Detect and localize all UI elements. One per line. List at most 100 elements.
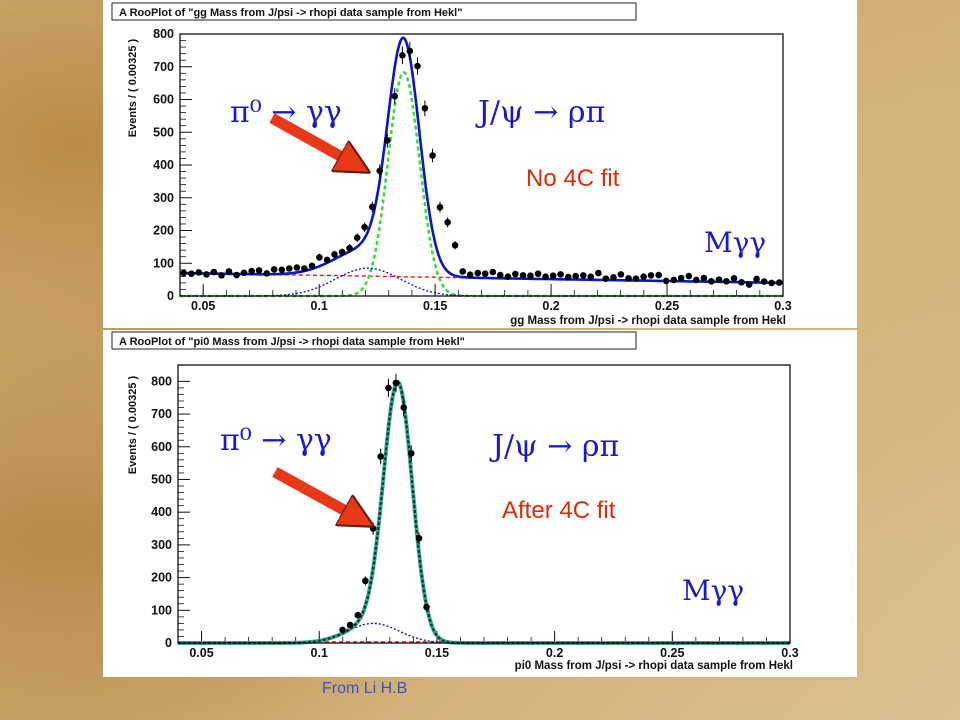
data-point [617, 271, 625, 278]
data-point [625, 275, 632, 282]
y-tick-label: 700 [151, 407, 172, 421]
data-point [632, 275, 640, 282]
y-tick-label: 500 [151, 472, 172, 486]
data-point [391, 92, 399, 100]
data-point [647, 272, 655, 279]
data-point [248, 267, 255, 275]
data-point [368, 203, 376, 211]
data-point [580, 272, 587, 279]
data-point [572, 272, 579, 280]
data-point [677, 274, 685, 282]
data-point [377, 453, 384, 460]
x-tick-label: 0.25 [655, 299, 679, 313]
plot-panel-bottom: A RooPlot of "pi0 Mass from J/psi -> rho… [103, 330, 857, 677]
y-tick-label: 200 [153, 224, 174, 238]
data-point [610, 274, 617, 281]
data-point [496, 271, 504, 279]
data-point [662, 277, 670, 285]
x-axis-label: pi0 Mass from J/psi -> rhopi data sample… [515, 660, 793, 672]
y-tick-label: 300 [153, 191, 174, 205]
data-point [285, 265, 293, 272]
data-point [534, 270, 542, 278]
data-point [225, 268, 233, 275]
data-point [362, 577, 369, 585]
axis-ticks: 0 100 200 300 400 500 600 700 800 0.05 0.1 0.15 0.2 0… [151, 374, 799, 660]
data-point [564, 273, 572, 281]
data-point [353, 234, 361, 242]
data-point [203, 271, 210, 278]
data-point [557, 271, 564, 278]
data-point [775, 279, 783, 286]
data-point [481, 270, 489, 278]
y-axis-label: Events / ( 0.00325 ) [127, 38, 139, 137]
data-point [421, 105, 429, 112]
data-point [323, 256, 331, 264]
data-point [346, 621, 354, 629]
data-point [301, 265, 308, 272]
data-point [354, 611, 362, 619]
data-point [210, 268, 218, 276]
data-point [263, 270, 271, 277]
data-point [444, 219, 451, 226]
data-point [316, 254, 323, 261]
source-credit: From Li H.B [322, 680, 408, 697]
data-point [392, 379, 400, 387]
x-axis-label: gg Mass from J/psi -> rhopi data sample … [510, 315, 786, 327]
arrow-indicator [272, 467, 362, 520]
data-point [346, 244, 353, 252]
fit-status-label: After 4C fit [502, 497, 616, 524]
decay-label-pi0: π⁰ → γγ [230, 95, 342, 130]
data-point [218, 272, 225, 279]
data-point [738, 278, 745, 286]
data-point [331, 251, 338, 258]
data-point [602, 275, 610, 282]
data-point [655, 271, 662, 279]
data-point [723, 277, 730, 285]
y-tick-label: 400 [151, 505, 172, 519]
data-point [542, 273, 549, 280]
x-tick-label: 0.15 [423, 299, 447, 313]
y-tick-label: 500 [153, 125, 174, 139]
data-point [459, 268, 467, 275]
decay-label-jpsi: J/ψ → ρπ [489, 429, 619, 464]
data-point [708, 277, 715, 285]
data-point [512, 270, 519, 278]
data-point [587, 273, 595, 280]
data-point [692, 276, 700, 284]
data-point [338, 248, 346, 256]
title-box [111, 331, 637, 350]
x-tick-label: 0.2 [546, 646, 563, 660]
x-tick-label: 0.25 [660, 646, 684, 660]
data-point [385, 384, 392, 392]
y-tick-label: 700 [153, 60, 174, 74]
data-point [406, 47, 414, 55]
decay-label-pi0: π⁰ → γγ [220, 423, 332, 458]
y-tick-label: 800 [153, 27, 174, 41]
title-box [111, 2, 637, 21]
x-tick-label: 0.05 [189, 646, 213, 660]
y-tick-label: 300 [151, 538, 172, 552]
data-point [466, 271, 474, 279]
decay-label-jpsi: J/ψ → ρπ [475, 95, 605, 130]
x-tick-label: 0.15 [425, 646, 449, 660]
mass-label: Mγγ [682, 574, 744, 607]
data-point [504, 273, 512, 280]
data-point [400, 404, 408, 411]
data-point [640, 273, 647, 280]
data-point [240, 269, 248, 277]
data-point [700, 274, 708, 282]
x-tick-label: 0.2 [542, 299, 559, 313]
data-point [233, 271, 240, 279]
y-tick-label: 600 [151, 440, 172, 454]
plot-frame [177, 364, 791, 644]
data-point [768, 279, 775, 287]
plot-panel-top: A RooPlot of "gg Mass from J/psi -> rhop… [103, 0, 857, 328]
y-tick-label: 100 [153, 256, 174, 270]
data-point [423, 603, 430, 611]
data-point [293, 264, 301, 271]
arrow-indicator [269, 113, 358, 166]
y-tick-label: 0 [167, 289, 174, 303]
data-point [519, 272, 527, 279]
y-tick-label: 200 [151, 571, 172, 585]
